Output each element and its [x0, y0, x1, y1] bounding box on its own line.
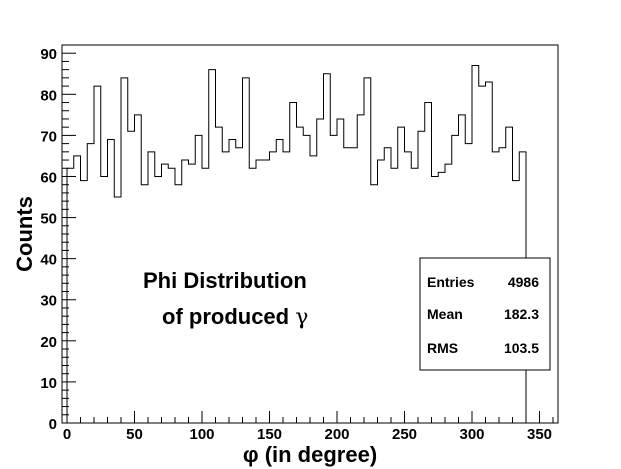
annotation-line-2: of produced γ — [162, 304, 308, 330]
stats-box-frame — [419, 257, 551, 371]
gamma-symbol: γ — [295, 305, 308, 330]
stat-entries-value: 4986 — [508, 274, 539, 290]
y-tick-label: 80 — [40, 87, 57, 104]
stat-rms-label: RMS — [427, 340, 458, 356]
stat-rms-value: 103.5 — [504, 340, 539, 356]
histogram-step-line — [66, 65, 527, 423]
x-axis-title: φ (in degree) — [243, 442, 377, 467]
stats-box: Entries 4986 Mean 182.3 RMS 103.5 — [419, 257, 551, 371]
y-tick-label: 60 — [40, 169, 57, 186]
y-tick-label: 10 — [40, 375, 57, 392]
y-tick-label: 50 — [40, 211, 57, 228]
x-tick-label: 100 — [189, 426, 214, 443]
x-tick-label: 150 — [257, 426, 282, 443]
y-tick-label: 40 — [40, 252, 57, 269]
y-tick-label: 90 — [40, 46, 57, 63]
stat-entries-label: Entries — [427, 274, 475, 290]
y-tick-label: 70 — [40, 128, 57, 145]
y-axis-title: Counts — [12, 196, 37, 272]
x-tick-label: 200 — [324, 426, 349, 443]
annotation-line-1: Phi Distribution — [143, 268, 307, 293]
stat-mean-value: 182.3 — [504, 306, 539, 322]
x-tick-label: 0 — [63, 426, 71, 443]
y-tick-label: 0 — [49, 416, 57, 433]
annotation-line-2-text: of produced — [162, 304, 295, 329]
x-tick-label: 50 — [126, 426, 143, 443]
y-tick-label: 20 — [40, 334, 57, 351]
y-tick-label: 30 — [40, 293, 57, 310]
x-tick-label: 300 — [459, 426, 484, 443]
y-axis: 0 10 20 30 40 50 60 70 80 90 — [40, 44, 76, 433]
x-axis: 0 50 100 150 200 250 300 350 — [63, 411, 554, 443]
x-tick-label: 250 — [392, 426, 417, 443]
x-tick-label: 350 — [527, 426, 552, 443]
stat-mean-label: Mean — [427, 306, 463, 322]
